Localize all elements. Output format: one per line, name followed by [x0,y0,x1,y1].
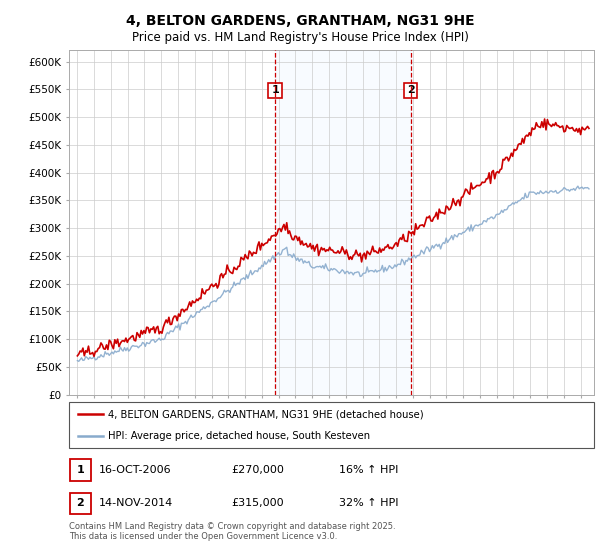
Bar [275,50,410,395]
Text: £270,000: £270,000 [231,465,284,475]
Text: HPI: Average price, detached house, South Kesteven: HPI: Average price, detached house, Sout… [109,431,371,441]
FancyBboxPatch shape [70,459,91,480]
Text: 16-OCT-2006: 16-OCT-2006 [99,465,172,475]
Text: 4, BELTON GARDENS, GRANTHAM, NG31 9HE (detached house): 4, BELTON GARDENS, GRANTHAM, NG31 9HE (d… [109,409,424,419]
Text: 1: 1 [77,465,84,475]
Text: Contains HM Land Registry data © Crown copyright and database right 2025.
This d: Contains HM Land Registry data © Crown c… [69,522,395,542]
Text: 2: 2 [407,85,415,95]
Text: Price paid vs. HM Land Registry's House Price Index (HPI): Price paid vs. HM Land Registry's House … [131,31,469,44]
Text: 14-NOV-2014: 14-NOV-2014 [99,498,173,508]
Text: 4, BELTON GARDENS, GRANTHAM, NG31 9HE: 4, BELTON GARDENS, GRANTHAM, NG31 9HE [125,14,475,28]
Text: 2: 2 [77,498,84,508]
Text: £315,000: £315,000 [231,498,284,508]
Text: 1: 1 [271,85,279,95]
Text: 16% ↑ HPI: 16% ↑ HPI [339,465,398,475]
FancyBboxPatch shape [69,402,594,448]
FancyBboxPatch shape [70,493,91,514]
Text: 32% ↑ HPI: 32% ↑ HPI [339,498,398,508]
